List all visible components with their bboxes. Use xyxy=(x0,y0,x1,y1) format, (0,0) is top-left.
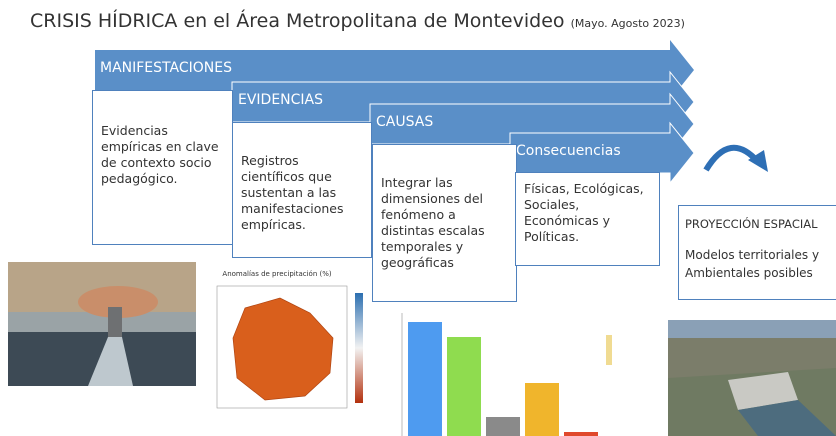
stage-box: Integrar las dimensiones del fenómeno a … xyxy=(372,144,517,302)
stage-box: Evidencias empíricas en clave de context… xyxy=(92,90,233,245)
stage-label: EVIDENCIAS xyxy=(238,92,323,108)
projection-box: PROYECCIÓN ESPACIAL Modelos territoriale… xyxy=(678,205,836,300)
bar-chart-image xyxy=(370,305,650,436)
precipitation-map: Anomalías de precipitación (%) xyxy=(205,268,370,426)
stage-label: CAUSAS xyxy=(376,114,433,130)
stage-label: MANIFESTACIONES xyxy=(100,60,232,76)
stage-box: Físicas, Ecológicas, Sociales, Económica… xyxy=(515,172,660,266)
photo-dam xyxy=(668,320,836,436)
stage-box: Registros científicos que sustentan a la… xyxy=(232,122,372,258)
projection-text: Modelos territoriales y Ambientales posi… xyxy=(685,246,836,282)
stage-label: Consecuencias xyxy=(516,143,621,159)
slide: CRISIS HÍDRICA en el Área Metropolitana … xyxy=(0,0,836,436)
photo-tap xyxy=(8,262,196,386)
projection-label: PROYECCIÓN ESPACIAL xyxy=(685,216,836,232)
map-title: Anomalías de precipitación (%) xyxy=(222,270,331,278)
